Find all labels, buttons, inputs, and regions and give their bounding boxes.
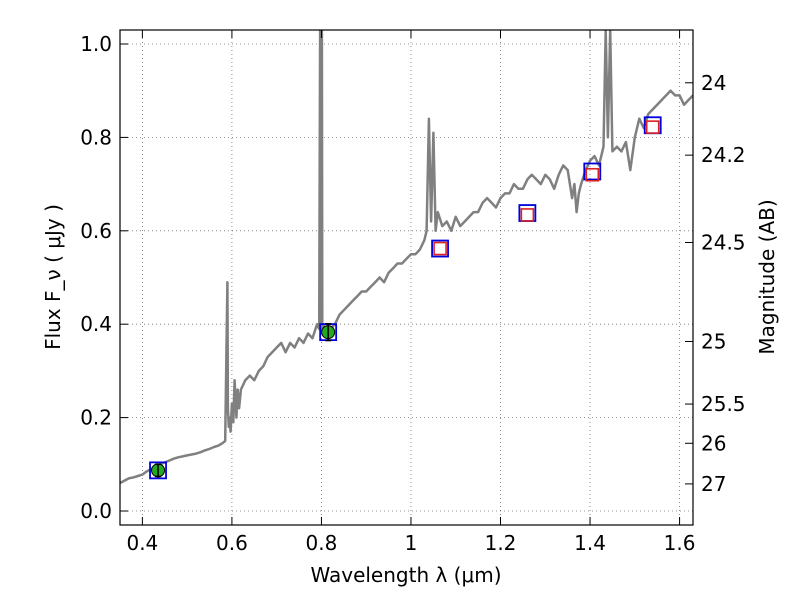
x-tick-label: 1 (405, 531, 418, 555)
synthetic-flux-box (149, 461, 167, 480)
upper-limit-marker (433, 241, 447, 256)
y-tick-label: 0.4 (80, 312, 112, 336)
right-tick-label: 24.5 (701, 230, 746, 254)
right-tick-label: 24 (701, 71, 726, 95)
right-tick-label: 24.2 (701, 143, 746, 167)
upper-limit-marker (585, 167, 600, 182)
right-tick-label: 26 (701, 431, 726, 455)
grid-lines (120, 30, 693, 525)
x-axis-label: Wavelength λ (μm) (310, 563, 501, 587)
right-tick-label: 27 (701, 472, 726, 496)
spectrum-line (120, 30, 693, 485)
right-axis-label: Magnitude (AB) (755, 199, 779, 354)
synthetic-flux-box (583, 162, 602, 181)
x-tick-label: 0.6 (216, 531, 248, 555)
x-tick-label: 1.4 (574, 531, 606, 555)
x-tick-label: 0.4 (126, 531, 158, 555)
y-tick-label: 1.0 (80, 32, 112, 56)
right-tick-label: 25 (701, 329, 726, 353)
right-tick-label: 25.5 (701, 392, 746, 416)
y-tick-label: 0.6 (80, 219, 112, 243)
y-axis-label: Flux F_ν ( μJy ) (41, 204, 65, 350)
x-tick-label: 1.6 (664, 531, 696, 555)
model-spectrum (120, 30, 693, 485)
x-tick-label: 1.2 (485, 531, 517, 555)
synthetic-flux-box (431, 239, 449, 258)
upper-limit-marker (520, 208, 535, 222)
photometry-markers (149, 116, 662, 480)
axis-ticks: 0.4 0.6 0.8 1 1.2 1.4 1.6 0.0 0.2 0.4 0.6 0.8 1.0 24 2… (80, 30, 746, 555)
y-tick-label: 0.0 (80, 499, 112, 523)
upper-limit-marker (645, 120, 660, 134)
plot-frame (119, 29, 694, 526)
x-tick-label: 0.8 (306, 531, 338, 555)
y-tick-label: 0.8 (80, 125, 112, 149)
y-tick-label: 0.2 (80, 406, 112, 430)
